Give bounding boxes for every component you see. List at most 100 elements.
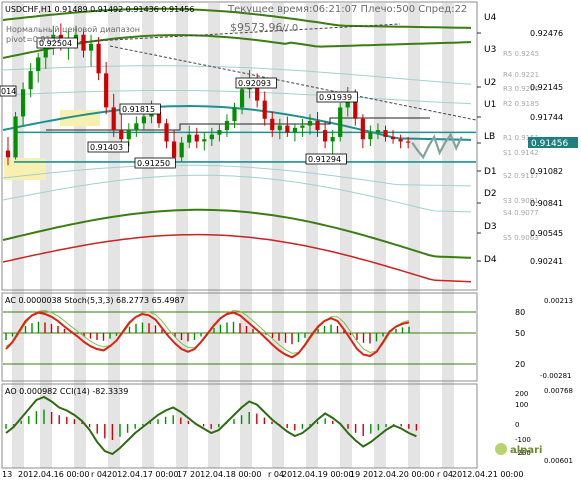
candle-body — [323, 130, 328, 142]
alpari-logo-text: alpari — [510, 445, 542, 456]
candle-body — [277, 125, 282, 131]
session-stripe — [272, 3, 284, 468]
balance-label: $9573.96 — [230, 21, 283, 34]
pivot-value-label: S2 0.9117 — [503, 172, 539, 180]
symbol-text: USDCHF,H1 — [5, 5, 52, 14]
session-stripe — [374, 3, 386, 468]
candle-body — [383, 130, 388, 137]
x-tick-label: 17 — [177, 470, 187, 479]
y-tick-label: 0.92476 — [530, 29, 563, 38]
price-callout-text: 0.92093 — [238, 79, 271, 88]
ac-panel: 80 50 20 0.00213 -0.00281 — [3, 297, 573, 380]
band-d4 — [2, 233, 472, 283]
x-tick-label: 2012.04.19 00:00 — [282, 470, 353, 479]
x-tick-label: 13 — [2, 470, 12, 479]
candle-body — [398, 139, 403, 142]
stoch-level-label: 50 — [515, 329, 525, 338]
price-callout-box — [36, 37, 78, 49]
candle-body — [368, 132, 373, 140]
candle-body — [104, 73, 109, 108]
stoch-level-label: 80 — [515, 308, 525, 317]
band-d2b — [2, 174, 472, 213]
candle-body — [187, 134, 192, 143]
candle-body — [285, 125, 290, 133]
price-callout-box — [305, 153, 347, 165]
candle-body — [292, 127, 297, 133]
y-tick-label: 0.90545 — [530, 229, 563, 238]
separator-label: // 0 — [282, 23, 298, 34]
candle-body — [270, 118, 275, 131]
y-tick-label: 0.90241 — [530, 257, 563, 266]
candle-body — [13, 116, 18, 158]
pivot-label: pivot=0.9155 — [6, 35, 61, 44]
ao-ytick-label: 0.00768 — [544, 387, 573, 395]
level-label: D2 — [484, 189, 497, 199]
candle-body — [338, 107, 343, 137]
ao-value-text: AO 0.000982 — [5, 387, 57, 396]
level-label: U1 — [484, 100, 496, 110]
session-stripe — [442, 3, 454, 468]
candle-body — [5, 150, 11, 158]
pivot-value-label: S1 0.9142 — [503, 149, 539, 157]
price-callout-box — [134, 157, 176, 169]
candle-body — [126, 130, 131, 140]
price-callout-box — [235, 77, 277, 89]
candle-body — [353, 96, 358, 119]
cci-level-label: -100 — [515, 436, 531, 444]
candle-body — [224, 121, 230, 131]
ac-ytick-label: 0.00213 — [544, 297, 573, 305]
candle-body — [375, 130, 381, 133]
pivot-value-label: R2 0.9185 — [503, 100, 539, 108]
band-u4 — [2, 7, 472, 29]
server-time-label: Текущее время:06:21:07 Плечо:500 Спред:2… — [227, 4, 467, 15]
level-label: D3 — [484, 222, 497, 232]
price-callout-text: 0.91403 — [90, 143, 123, 152]
session-stripe — [108, 3, 120, 468]
band-u3 — [2, 34, 472, 59]
x-tick-label: 2012.04.21 00:00 — [452, 470, 523, 479]
pivot-value-label: S3 0.9091 — [503, 197, 539, 205]
session-stripe — [408, 3, 420, 468]
alpari-logo: alpari — [495, 443, 542, 456]
candle-body — [179, 142, 184, 158]
current-price-marker — [528, 137, 578, 148]
y-tick-label: 0.90841 — [530, 199, 563, 208]
candle-body — [300, 125, 305, 128]
candle-body — [96, 43, 101, 74]
level-label: D4 — [484, 255, 497, 265]
x-tick-label: 2012.04.20 00:00 — [363, 470, 434, 479]
ac-panel-frame — [1, 292, 478, 382]
ohlc-text: 0.91489 0.91492 0.91436 0.91456 — [55, 5, 195, 14]
left-edge-callout-text: 014 — [1, 87, 16, 96]
candle-body — [406, 141, 411, 143]
price-callout-text: 0.91939 — [319, 93, 352, 102]
pivot-value-label: R3 0.9206 — [503, 85, 540, 93]
trend-line-upper — [39, 23, 401, 45]
x-axis: 13 2012.04.16 00:00 r 04 2012.04.17 00:0017… — [2, 470, 523, 479]
trend-line-lower — [109, 45, 477, 121]
x-tick-label: r 04 — [91, 470, 107, 479]
x-tick-label: 2012.04.18 00:00 — [190, 470, 261, 479]
band-u1 — [2, 90, 472, 105]
band-d2 — [2, 164, 472, 187]
pivot-step-line — [46, 117, 430, 131]
candle-body — [390, 136, 396, 140]
candle-body — [141, 116, 146, 124]
candle-body — [209, 134, 214, 140]
session-stripe — [40, 3, 52, 468]
candle-body — [164, 123, 169, 142]
session-stripe — [74, 3, 86, 468]
cci-level-label: 200 — [515, 390, 528, 398]
price-callout-text: 0.91294 — [308, 155, 341, 164]
candle-body — [239, 89, 245, 108]
candle-body — [330, 136, 335, 142]
candle-body — [315, 121, 320, 131]
forecast-line — [411, 132, 463, 160]
cci-value-text: CCI(14) -82.3339 — [60, 387, 128, 396]
y-tick-label: 0.92145 — [530, 83, 563, 92]
pivot-value-label: R5 0.9245 — [503, 50, 539, 58]
main-panel-frame — [1, 1, 478, 291]
ac-label: AC 0.0000038 Stoch(5,3,3) 68.2773 65.498… — [5, 296, 185, 305]
candle-body — [73, 34, 79, 40]
